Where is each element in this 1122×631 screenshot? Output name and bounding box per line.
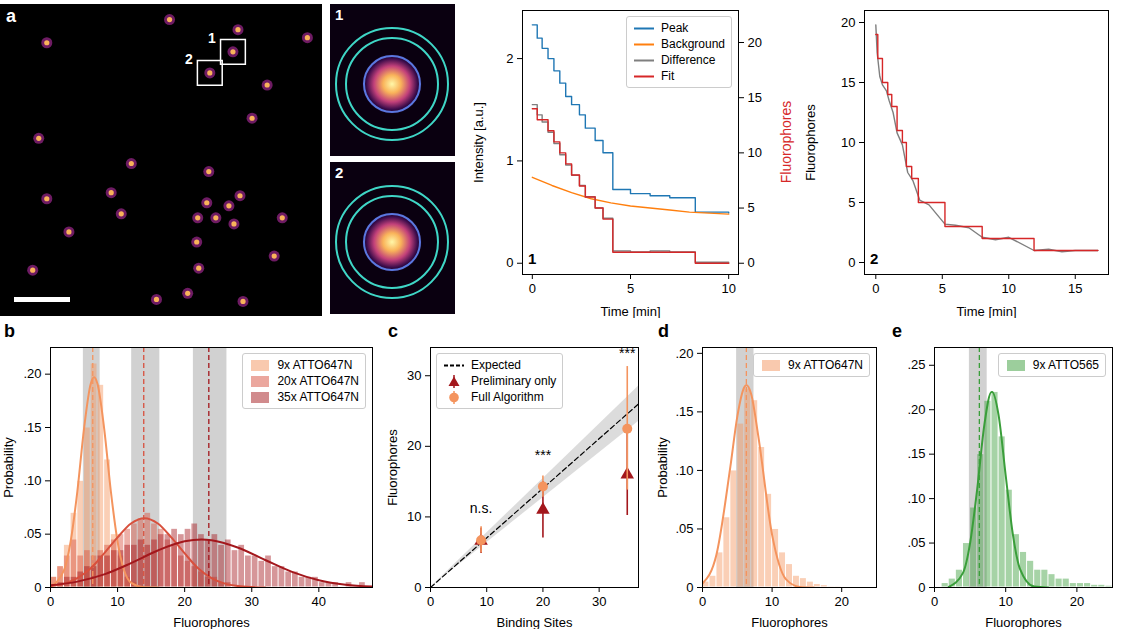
svg-text:Fluorophores: Fluorophores xyxy=(385,429,400,506)
svg-text:20: 20 xyxy=(834,594,848,609)
svg-text:20: 20 xyxy=(841,15,855,30)
svg-text:Intensity [a.u.]: Intensity [a.u.] xyxy=(471,102,486,183)
html-text:Peak: Peak xyxy=(661,21,689,35)
svg-text:15: 15 xyxy=(841,75,855,90)
svg-text:0: 0 xyxy=(699,594,706,609)
svg-text:30: 30 xyxy=(245,594,259,609)
svg-text:20: 20 xyxy=(536,594,550,609)
svg-text:15: 15 xyxy=(1068,281,1082,296)
svg-text:0: 0 xyxy=(918,580,925,595)
svg-text:2: 2 xyxy=(185,51,193,67)
html-text:b: b xyxy=(4,321,15,341)
html-text:Full Algorithm: Full Algorithm xyxy=(471,390,544,404)
svg-text:Binding Sites: Binding Sites xyxy=(497,615,573,630)
svg-text:0: 0 xyxy=(427,594,434,609)
html-text:Difference: Difference xyxy=(661,53,716,67)
svg-text:0: 0 xyxy=(748,255,755,270)
svg-text:.10: .10 xyxy=(675,463,693,478)
svg-text:Fluorophores: Fluorophores xyxy=(751,615,828,630)
svg-text:Fluorophores: Fluorophores xyxy=(985,615,1062,630)
svg-text:Probability: Probability xyxy=(655,437,670,498)
svg-text:0: 0 xyxy=(34,580,41,595)
svg-text:0: 0 xyxy=(47,594,54,609)
svg-text:0: 0 xyxy=(529,281,536,296)
html-text:9x ATTO565: 9x ATTO565 xyxy=(1032,358,1099,372)
svg-text:.25: .25 xyxy=(907,357,925,372)
svg-text:Fluorophores: Fluorophores xyxy=(173,615,250,630)
html-text:9x ATTO647N: 9x ATTO647N xyxy=(277,358,353,372)
svg-text:5: 5 xyxy=(848,195,855,210)
svg-text:.20: .20 xyxy=(907,402,925,417)
html-text:9x ATTO647N: 9x ATTO647N xyxy=(788,358,863,372)
svg-text:***: *** xyxy=(535,447,552,463)
svg-text:Probability: Probability xyxy=(1,437,16,498)
svg-text:1: 1 xyxy=(506,153,513,168)
html-text:c: c xyxy=(388,321,398,341)
svg-text:40: 40 xyxy=(312,594,326,609)
svg-text:Time [min]: Time [min] xyxy=(600,304,660,319)
svg-text:.05: .05 xyxy=(23,526,41,541)
svg-text:20: 20 xyxy=(177,594,191,609)
svg-text:20: 20 xyxy=(407,438,421,453)
svg-text:.15: .15 xyxy=(907,446,925,461)
svg-text:30: 30 xyxy=(407,368,421,383)
svg-text:.15: .15 xyxy=(675,404,693,419)
html-text:35x ATTO647N: 35x ATTO647N xyxy=(277,390,359,404)
svg-text:Time [min]: Time [min] xyxy=(956,304,1016,319)
svg-text:n.s.: n.s. xyxy=(470,500,493,516)
svg-text:10: 10 xyxy=(841,135,855,150)
svg-text:10: 10 xyxy=(479,594,493,609)
svg-text:.20: .20 xyxy=(675,346,693,361)
svg-text:0: 0 xyxy=(931,594,938,609)
svg-text:.20: .20 xyxy=(23,366,41,381)
html-text:Background: Background xyxy=(661,37,725,51)
svg-text:20: 20 xyxy=(748,35,762,50)
html-text:1: 1 xyxy=(335,6,344,23)
html-text:e: e xyxy=(892,321,902,341)
svg-text:Fluorophores: Fluorophores xyxy=(803,104,818,181)
svg-text:5: 5 xyxy=(748,200,755,215)
svg-text:10: 10 xyxy=(1002,281,1016,296)
svg-text:5: 5 xyxy=(939,281,946,296)
html-text:Expected: Expected xyxy=(471,358,521,372)
svg-text:2: 2 xyxy=(506,51,513,66)
svg-text:0: 0 xyxy=(686,580,693,595)
svg-text:0: 0 xyxy=(872,281,879,296)
svg-text:15: 15 xyxy=(748,90,762,105)
svg-text:.10: .10 xyxy=(23,473,41,488)
html-text:1: 1 xyxy=(528,250,537,267)
html-text:Fit: Fit xyxy=(661,69,675,83)
svg-text:0: 0 xyxy=(848,255,855,270)
svg-text:0: 0 xyxy=(506,255,513,270)
html-text:2: 2 xyxy=(335,164,344,181)
html-text:Fluorophores: Fluorophores xyxy=(778,100,794,184)
svg-text:.15: .15 xyxy=(23,420,41,435)
svg-text:.05: .05 xyxy=(907,535,925,550)
svg-text:.10: .10 xyxy=(907,491,925,506)
svg-text:10: 10 xyxy=(748,145,762,160)
html-text:a: a xyxy=(6,6,16,26)
html-text:d: d xyxy=(658,321,669,341)
html-text:20x ATTO647N: 20x ATTO647N xyxy=(277,374,359,388)
svg-text:10: 10 xyxy=(765,594,779,609)
svg-text:10: 10 xyxy=(998,594,1012,609)
svg-text:0: 0 xyxy=(414,580,421,595)
html-text:Preliminary only: Preliminary only xyxy=(471,374,557,388)
svg-text:1: 1 xyxy=(208,30,216,46)
svg-text:10: 10 xyxy=(407,509,421,524)
svg-text:30: 30 xyxy=(592,594,606,609)
html-text:2: 2 xyxy=(870,250,879,267)
svg-text:20: 20 xyxy=(1070,594,1084,609)
svg-text:10: 10 xyxy=(721,281,735,296)
svg-text:5: 5 xyxy=(627,281,634,296)
svg-text:.05: .05 xyxy=(675,521,693,536)
svg-text:10: 10 xyxy=(110,594,124,609)
